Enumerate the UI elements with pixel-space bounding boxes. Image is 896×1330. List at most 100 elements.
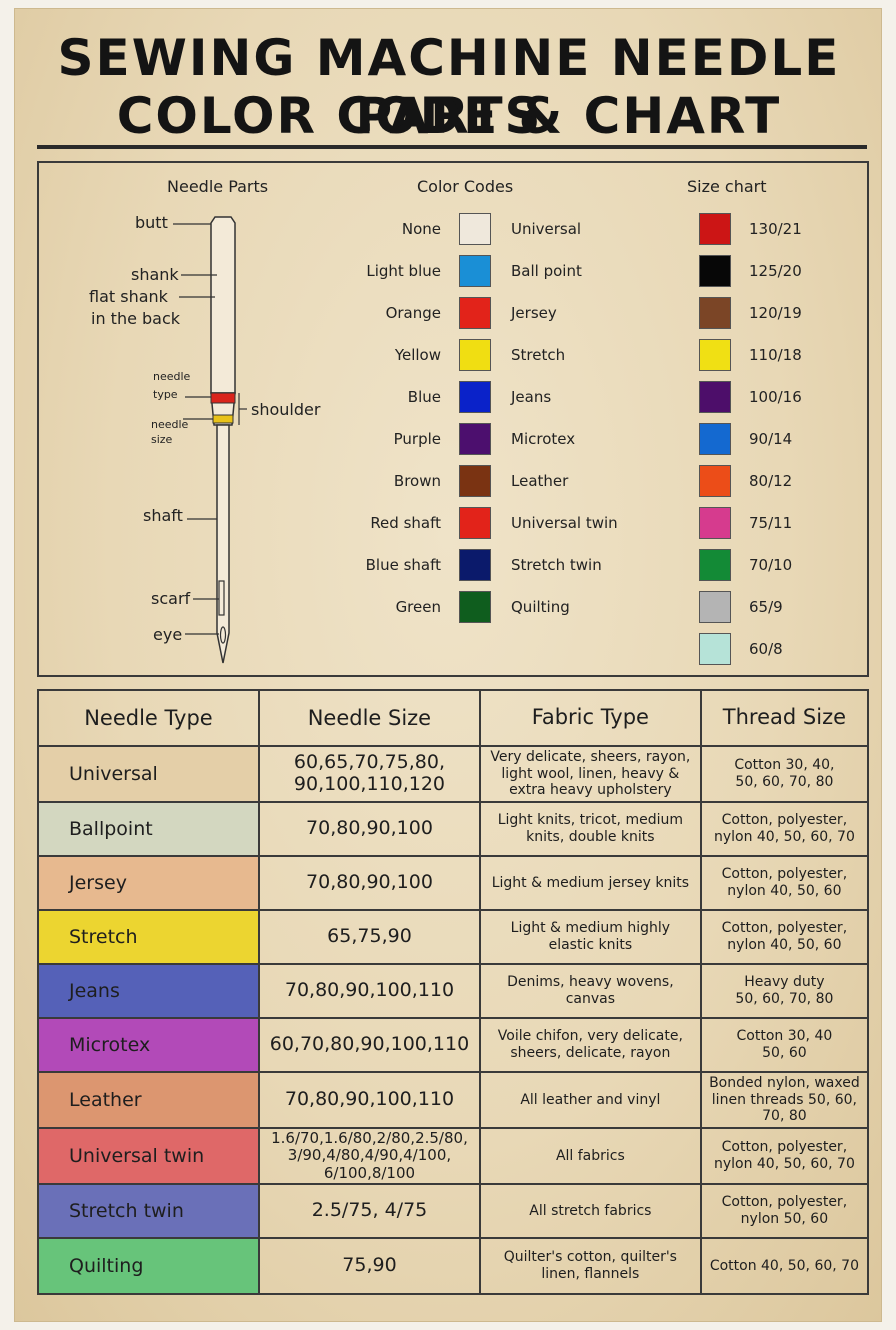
fabric-type-cell: All fabrics bbox=[481, 1129, 702, 1183]
needle-size-cell: 70,80,90,100 bbox=[260, 803, 481, 855]
color-code-name: Orange bbox=[385, 304, 441, 322]
header-thread-size: Thread Size bbox=[722, 705, 847, 730]
color-code-type: Ball point bbox=[511, 262, 582, 280]
fabric-type-cell: All leather and vinyl bbox=[481, 1073, 702, 1127]
needle-type-cell: Jeans bbox=[39, 965, 261, 1017]
size-chart-heading: Size chart bbox=[687, 177, 767, 196]
size-chart-label: 110/18 bbox=[749, 346, 802, 364]
fabric-type-cell: Light & medium highly elastic knits bbox=[481, 911, 702, 963]
color-code-type: Jersey bbox=[511, 304, 557, 322]
size-chart-label: 125/20 bbox=[749, 262, 802, 280]
color-code-type: Leather bbox=[511, 472, 569, 490]
needle-eye bbox=[219, 626, 227, 644]
size-chart-swatch bbox=[699, 549, 731, 581]
color-code-swatch bbox=[459, 465, 491, 497]
needle-type-cell: Ballpoint bbox=[39, 803, 261, 855]
size-chart-swatch bbox=[699, 591, 731, 623]
label-eye: eye bbox=[153, 625, 183, 644]
needle-parts-heading: Needle Parts bbox=[167, 177, 269, 196]
fabric-type-cell: Very delicate, sheers, rayon, light wool… bbox=[481, 747, 702, 801]
needle-type-cell: Universal bbox=[39, 747, 261, 801]
needle-type-cell: Microtex bbox=[39, 1019, 261, 1071]
needle-type-cell: Leather bbox=[39, 1073, 261, 1127]
color-code-name: Brown bbox=[393, 472, 441, 490]
needle-type-band bbox=[210, 392, 236, 404]
needle-size-cell: 65,75,90 bbox=[260, 911, 481, 963]
fabric-type-cell: Light & medium jersey knits bbox=[481, 857, 702, 909]
color-code-name: Blue shaft bbox=[365, 556, 441, 574]
size-chart-label: 100/16 bbox=[749, 388, 802, 406]
thread-size-cell: Cotton 40, 50, 60, 70 bbox=[709, 1257, 859, 1274]
thread-size-cell: Cotton, polyester, nylon 40, 50, 60 bbox=[721, 866, 848, 899]
needle-diagram bbox=[173, 216, 247, 664]
label-needle-type-1: needle bbox=[153, 370, 191, 383]
size-chart-swatch bbox=[699, 465, 731, 497]
table-row: Jeans 70,80,90,100,110 Denims, heavy woven… bbox=[39, 965, 867, 1019]
size-chart-label: 120/19 bbox=[749, 304, 802, 322]
size-chart-label: 70/10 bbox=[749, 556, 793, 574]
needle-type-cell: Universal twin bbox=[39, 1129, 261, 1183]
thread-size-cell: Cotton, polyester, nylon 40, 50, 60, 70 bbox=[713, 1139, 855, 1172]
needle-size-cell: 2.5/75, 4/75 bbox=[260, 1185, 481, 1237]
color-code-name: None bbox=[401, 220, 441, 238]
color-code-swatch bbox=[459, 591, 491, 623]
table-body: Universal 60,65,70,75,80, 90,100,110,120 V… bbox=[39, 747, 867, 1293]
table-row: Leather 70,80,90,100,110 All leather and v… bbox=[39, 1073, 867, 1129]
thread-size-cell: Cotton 30, 40 50, 60 bbox=[736, 1028, 833, 1061]
needle-type-cell: Quilting bbox=[39, 1239, 261, 1293]
color-code-type: Universal bbox=[511, 220, 582, 238]
size-chart-swatch bbox=[699, 381, 731, 413]
label-needle-type-2: type bbox=[153, 388, 178, 401]
color-code-swatch bbox=[459, 255, 491, 287]
size-chart-swatch bbox=[699, 213, 731, 245]
needle-type-cell: Stretch twin bbox=[39, 1185, 261, 1237]
table-header-row: Needle Type Needle Size Fabric Type Thre… bbox=[39, 691, 867, 747]
page-title: SEWING MACHINE NEEDLE PARTS bbox=[57, 29, 841, 145]
needle-scarf bbox=[218, 580, 225, 616]
color-code-name: Blue bbox=[407, 388, 441, 406]
needle-size-cell: 75,90 bbox=[260, 1239, 481, 1293]
color-code-name: Green bbox=[395, 598, 441, 616]
size-chart-swatch bbox=[699, 297, 731, 329]
size-chart-label: 65/9 bbox=[749, 598, 783, 616]
label-scarf: scarf bbox=[151, 589, 191, 608]
size-chart-label: 60/8 bbox=[749, 640, 783, 658]
color-codes-heading: Color Codes bbox=[417, 177, 514, 196]
color-code-type: Jeans bbox=[511, 388, 552, 406]
color-code-swatch bbox=[459, 507, 491, 539]
color-code-name: Red shaft bbox=[370, 514, 441, 532]
needle-type-cell: Jersey bbox=[39, 857, 261, 909]
table-row: Microtex 60,70,80,90,100,110 Voile chifon,… bbox=[39, 1019, 867, 1073]
size-chart-label: 80/12 bbox=[749, 472, 793, 490]
color-code-type: Universal twin bbox=[511, 514, 618, 532]
color-code-type: Stretch bbox=[511, 346, 566, 364]
table-row: Jersey 70,80,90,100 Light & medium jersey … bbox=[39, 857, 867, 911]
color-code-swatch bbox=[459, 381, 491, 413]
size-chart-swatch bbox=[699, 255, 731, 287]
header-needle-type: Needle Type bbox=[39, 691, 260, 745]
label-in-the-back: in the back bbox=[91, 309, 181, 328]
color-code-swatch bbox=[459, 339, 491, 371]
size-chart-swatch bbox=[699, 633, 731, 665]
color-code-swatch bbox=[459, 423, 491, 455]
label-butt: butt bbox=[135, 213, 168, 232]
fabric-type-cell: Denims, heavy wovens, canvas bbox=[481, 965, 702, 1017]
size-chart-swatch bbox=[699, 339, 731, 371]
table-row: Universal 60,65,70,75,80, 90,100,110,120 V… bbox=[39, 747, 867, 803]
poster: SEWING MACHINE NEEDLE PARTS COLOR CODE &… bbox=[14, 8, 882, 1322]
needle-size-cell: 60,70,80,90,100,110 bbox=[260, 1019, 481, 1071]
color-code-swatch bbox=[459, 213, 491, 245]
thread-size-cell: Cotton, polyester, nylon 40, 50, 60 bbox=[721, 920, 848, 953]
needle-shaft bbox=[216, 424, 230, 664]
color-code-name: Yellow bbox=[394, 346, 441, 364]
label-shank: shank bbox=[131, 265, 179, 284]
color-code-type: Quilting bbox=[511, 598, 570, 616]
thread-size-cell: Cotton, polyester, nylon 40, 50, 60, 70 bbox=[713, 812, 855, 845]
fabric-type-cell: Quilter's cotton, quilter's linen, flann… bbox=[481, 1239, 702, 1293]
size-chart-swatch bbox=[699, 423, 731, 455]
needle-butt-shank bbox=[210, 216, 236, 394]
color-code-type: Microtex bbox=[511, 430, 576, 448]
label-flat-shank: flat shank bbox=[89, 287, 168, 306]
needle-size-cell: 60,65,70,75,80, 90,100,110,120 bbox=[260, 747, 481, 801]
color-code-name: Purple bbox=[393, 430, 441, 448]
